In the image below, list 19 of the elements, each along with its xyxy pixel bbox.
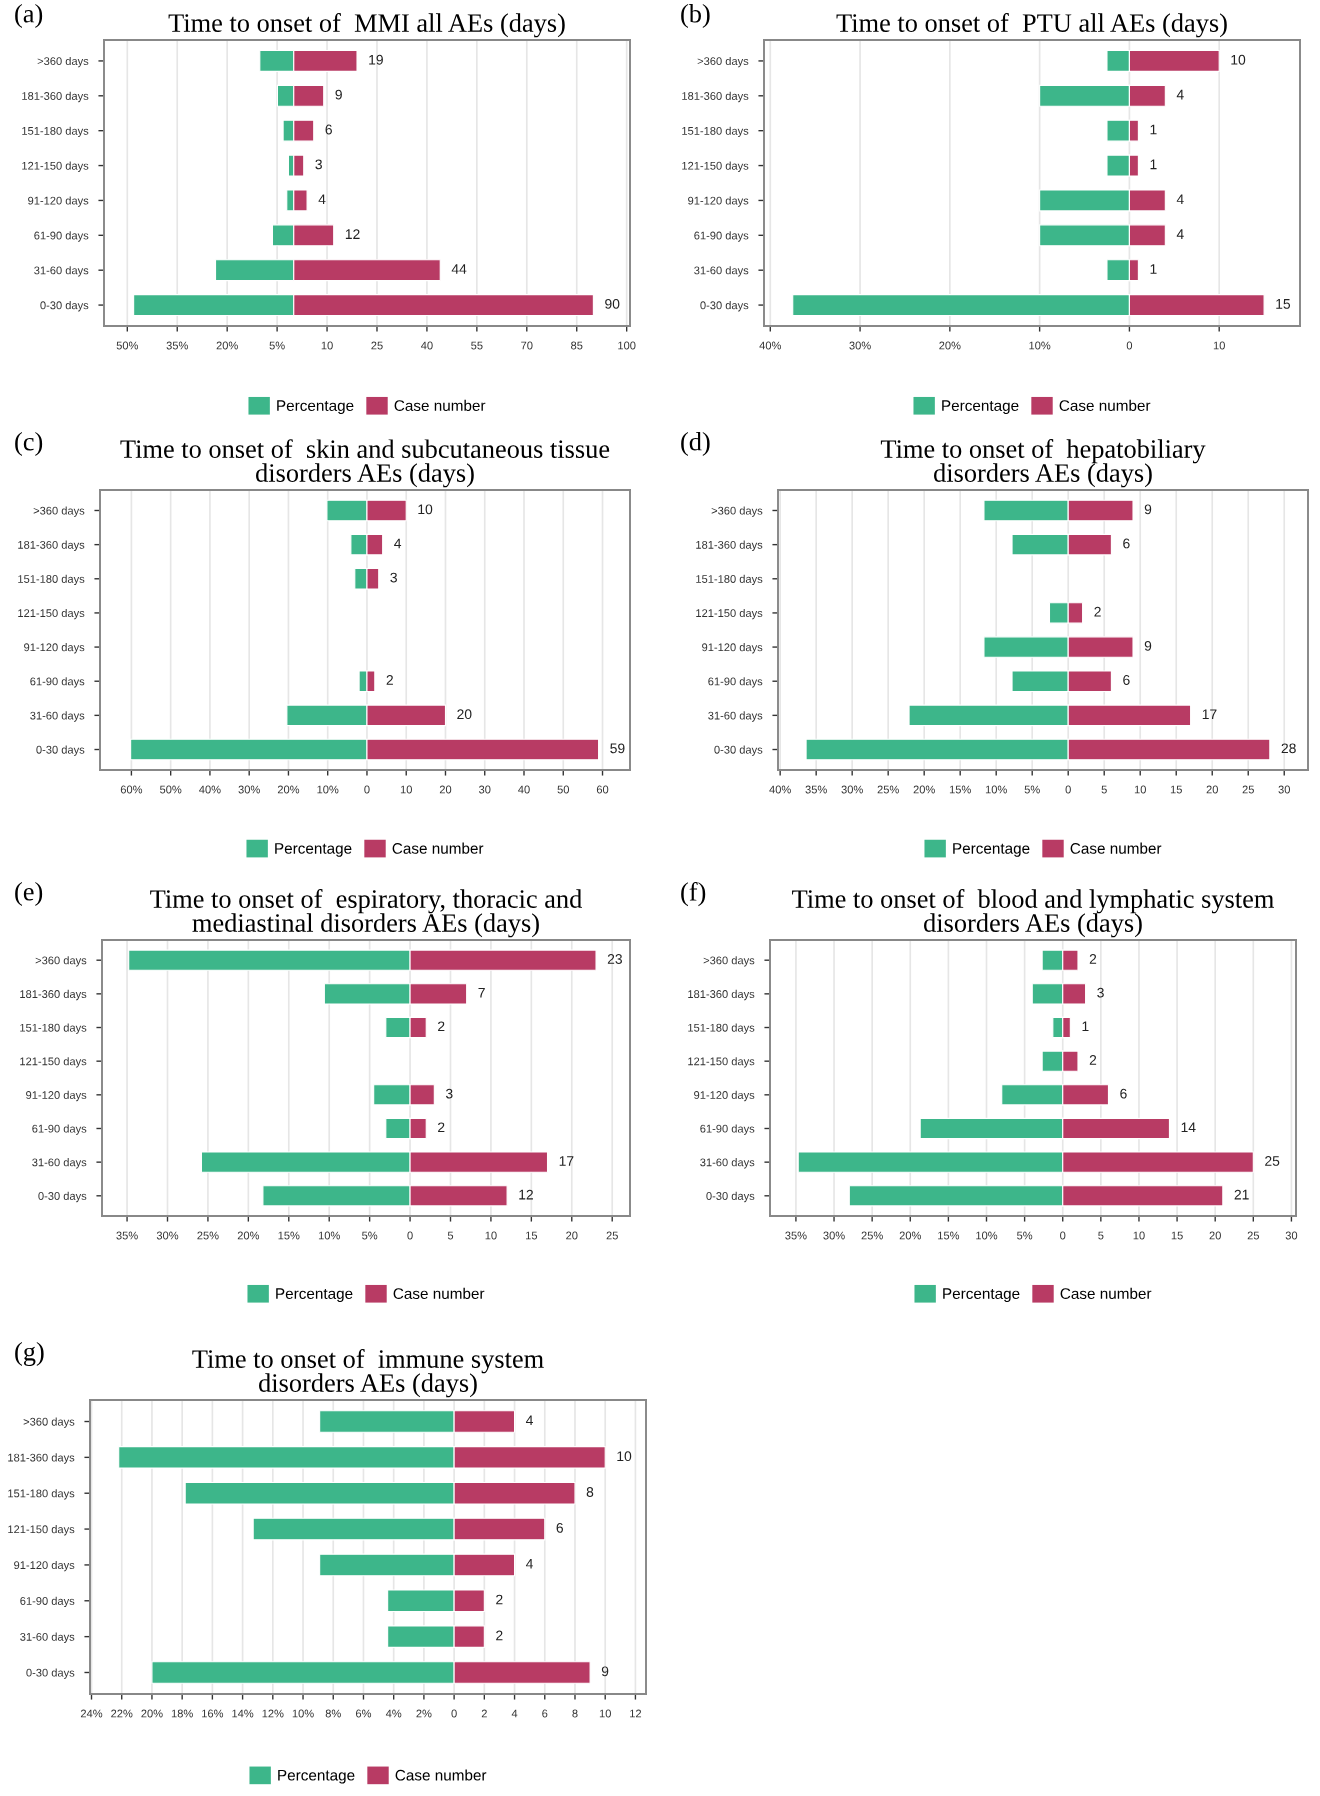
text: (d)	[681, 432, 710, 456]
text: (f)	[681, 882, 706, 907]
bar	[1052, 1016, 1064, 1039]
chart-title: Time to onset of PTU all AEs (days)	[836, 13, 1227, 38]
bar	[358, 670, 368, 693]
text: (b)	[681, 4, 710, 28]
chart-title: Time to onset of MMI all AEs (days)	[168, 13, 565, 38]
text: (g)	[15, 1342, 44, 1367]
chart-title: Time to onset of espiratory, thoracic and mediastinal disorders AEs (days)	[150, 889, 582, 938]
bar	[293, 154, 305, 177]
bar	[366, 670, 376, 693]
bar	[293, 189, 308, 212]
chart-title: Time to onset of immune system disorders AEs (days)	[192, 1349, 544, 1398]
chart-title: Time to onset of hepatobiliary disorders AEs (days)	[880, 439, 1206, 488]
chart-title: Time to onset of skin and subcutaneous tissue disorders AEs (days)	[120, 439, 610, 488]
text: (e)	[15, 882, 43, 906]
text: (a)	[15, 4, 43, 28]
chart-title: Time to onset of blood and lymphatic system disorders AEs (days)	[792, 889, 1274, 938]
text: (c)	[15, 432, 43, 456]
